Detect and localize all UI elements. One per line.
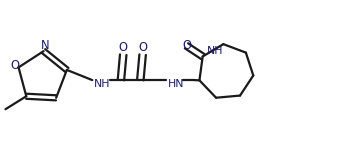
Text: O: O bbox=[10, 59, 19, 72]
Text: O: O bbox=[119, 41, 128, 54]
Text: O: O bbox=[182, 39, 191, 52]
Text: O: O bbox=[138, 41, 147, 54]
Text: NH: NH bbox=[207, 46, 223, 56]
Text: NH: NH bbox=[94, 79, 111, 89]
Text: HN: HN bbox=[168, 79, 184, 89]
Text: N: N bbox=[41, 39, 50, 52]
